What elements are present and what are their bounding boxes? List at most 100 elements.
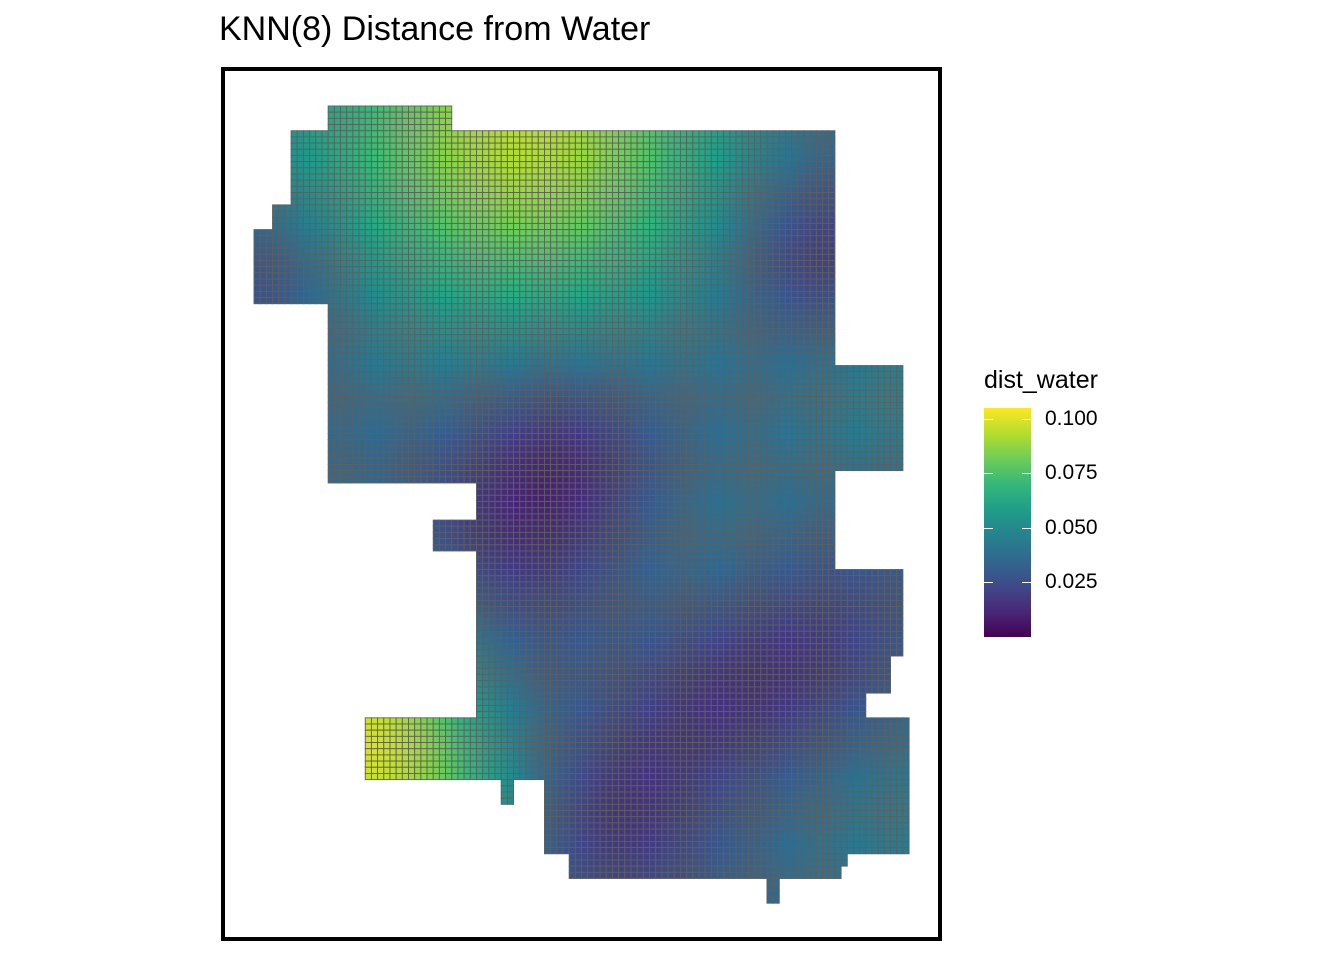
- grid-cell: [803, 457, 811, 465]
- grid-cell: [290, 210, 298, 218]
- grid-cell: [723, 173, 731, 181]
- grid-cell: [469, 334, 477, 342]
- grid-cell: [556, 216, 564, 224]
- grid-cell: [451, 161, 459, 169]
- grid-cell: [636, 426, 644, 434]
- grid-cell: [302, 241, 311, 249]
- grid-cell: [661, 439, 669, 447]
- grid-cell: [581, 346, 589, 354]
- grid-cell: [803, 154, 811, 163]
- grid-cell: [531, 426, 539, 434]
- grid-cell: [568, 445, 576, 453]
- grid-cell: [630, 383, 638, 391]
- grid-cell: [611, 451, 620, 459]
- grid-cell: [618, 445, 626, 453]
- grid-cell: [340, 179, 348, 187]
- grid-cell: [370, 154, 379, 163]
- grid-cell: [438, 463, 447, 472]
- grid-cell: [717, 173, 725, 181]
- grid-cell: [593, 229, 601, 237]
- grid-cell: [698, 142, 706, 150]
- grid-cell: [611, 383, 620, 391]
- grid-cell: [686, 420, 694, 428]
- grid-cell: [723, 154, 731, 163]
- grid-cell: [692, 198, 700, 206]
- grid-cell: [729, 426, 737, 434]
- grid-cell: [463, 192, 471, 200]
- grid-cell: [791, 222, 799, 231]
- grid-cell: [741, 334, 749, 342]
- grid-cell: [710, 142, 718, 150]
- grid-cell: [253, 266, 261, 274]
- grid-cell: [315, 260, 323, 268]
- grid-cell: [327, 161, 335, 169]
- grid-cell: [704, 179, 712, 187]
- grid-cell: [346, 328, 354, 336]
- grid-cell: [593, 340, 601, 348]
- grid-cell: [568, 377, 576, 385]
- grid-cell: [760, 309, 768, 317]
- grid-cell: [488, 167, 496, 175]
- grid-cell: [550, 414, 558, 422]
- grid-cell: [327, 297, 335, 305]
- grid-cell: [679, 198, 688, 206]
- grid-cell: [642, 420, 650, 428]
- grid-cell: [531, 161, 539, 169]
- grid-cell: [469, 130, 477, 138]
- grid-cell: [445, 235, 453, 243]
- grid-cell: [710, 358, 718, 367]
- grid-cell: [574, 272, 582, 280]
- grid-cell: [710, 290, 718, 299]
- grid-cell: [729, 377, 737, 385]
- grid-cell: [649, 210, 657, 218]
- grid-cell: [797, 328, 805, 336]
- grid-cell: [673, 260, 681, 268]
- grid-cell: [451, 426, 459, 434]
- grid-cell: [451, 260, 459, 268]
- grid-cell: [488, 396, 496, 404]
- grid-cell: [408, 222, 416, 231]
- grid-cell: [315, 278, 323, 286]
- grid-cell: [822, 402, 830, 410]
- grid-cell: [574, 414, 582, 422]
- grid-cell: [704, 204, 712, 212]
- grid-cell: [630, 439, 638, 447]
- grid-cell: [432, 414, 440, 422]
- grid-cell: [673, 334, 681, 342]
- grid-cell: [822, 328, 830, 336]
- grid-cell: [556, 266, 564, 274]
- grid-cell: [321, 229, 329, 237]
- grid-cell: [704, 210, 712, 218]
- grid-cell: [476, 414, 484, 422]
- grid-cell: [525, 247, 533, 255]
- grid-cell: [494, 309, 502, 317]
- grid-cell: [599, 154, 607, 163]
- grid-cell: [735, 241, 743, 249]
- grid-cell: [352, 105, 360, 113]
- grid-cell: [809, 420, 817, 428]
- grid-cell: [809, 321, 817, 329]
- grid-cell: [735, 179, 743, 187]
- grid-cell: [500, 297, 508, 305]
- grid-cell: [809, 167, 817, 175]
- grid-cell: [865, 451, 873, 459]
- grid-cell: [649, 389, 657, 397]
- grid-cell: [630, 216, 638, 224]
- grid-cell: [704, 303, 712, 311]
- grid-cell: [611, 173, 620, 181]
- grid-cell: [791, 216, 799, 224]
- grid-cell: [587, 439, 595, 447]
- grid-cell: [828, 136, 836, 144]
- grid-cell: [618, 315, 626, 323]
- grid-cell: [377, 433, 385, 441]
- grid-cell: [469, 303, 477, 311]
- grid-cell: [395, 290, 403, 299]
- grid-cell: [605, 222, 613, 231]
- grid-cell: [420, 229, 428, 237]
- grid-cell: [766, 136, 774, 144]
- grid-cell: [333, 358, 341, 367]
- grid-cell: [383, 173, 391, 181]
- grid-cell: [377, 334, 385, 342]
- grid-cell: [445, 408, 453, 416]
- grid-cell: [754, 130, 762, 138]
